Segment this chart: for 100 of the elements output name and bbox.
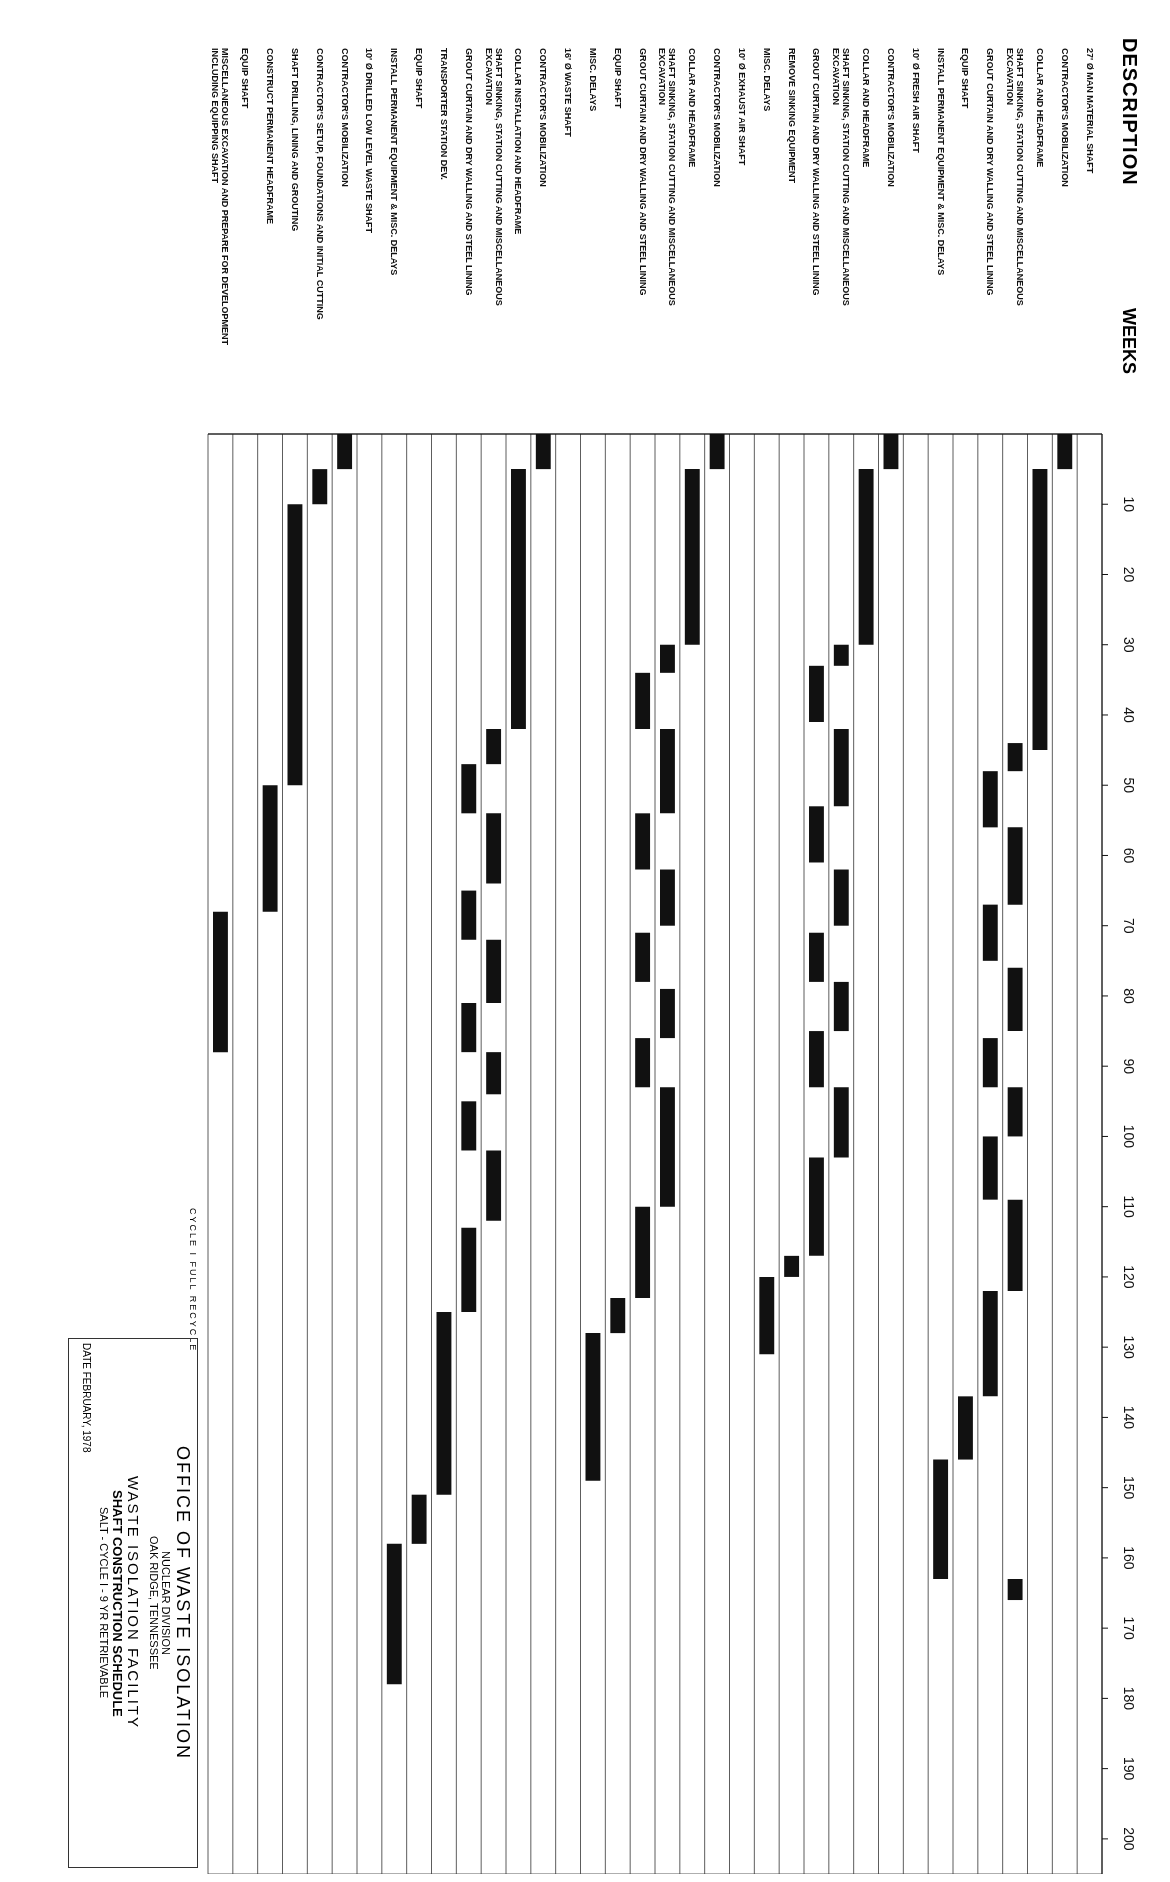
bar bbox=[982, 1038, 998, 1088]
bar bbox=[610, 1298, 626, 1334]
text: OFFICE OF WASTE ISOLATION bbox=[173, 1445, 193, 1760]
y-tick-label: 90 bbox=[1121, 1058, 1137, 1075]
bar bbox=[982, 1136, 998, 1200]
bar bbox=[486, 1150, 502, 1221]
y-tick-label: 110 bbox=[1121, 1195, 1137, 1219]
text: DESCRIPTION bbox=[1119, 38, 1141, 186]
x-tick-label: SHAFT DRILLING, LINING AND GROUTING bbox=[289, 48, 300, 232]
bar bbox=[312, 469, 328, 505]
bar bbox=[213, 911, 228, 1053]
y-tick-label: 80 bbox=[1121, 988, 1137, 1004]
y-tick-label: 40 bbox=[1121, 707, 1137, 723]
bar bbox=[809, 665, 824, 722]
bar bbox=[486, 729, 502, 765]
bar bbox=[660, 644, 675, 673]
bar bbox=[833, 981, 849, 1032]
x-tick-label: CONTRACTOR'S MOBILIZATION bbox=[339, 48, 350, 187]
bar bbox=[1007, 743, 1023, 772]
x-tick-label: EQUIP SHAFT bbox=[612, 48, 623, 109]
bar bbox=[1007, 1199, 1023, 1291]
y-tick-label: 140 bbox=[1121, 1405, 1137, 1430]
x-tick-label: 10' Ø EXHAUST AIR SHAFT bbox=[736, 48, 747, 166]
y-tick-label: 170 bbox=[1121, 1616, 1137, 1641]
bar bbox=[1007, 1578, 1023, 1601]
bar bbox=[262, 785, 278, 912]
bar bbox=[784, 1255, 800, 1277]
y-tick-label: 190 bbox=[1121, 1756, 1137, 1781]
bar bbox=[585, 1333, 601, 1481]
y-axis-title: WEEKS bbox=[1119, 308, 1139, 375]
x-tick-label: 10' Ø FRESH AIR SHAFT bbox=[910, 48, 921, 154]
x-tick-label: REMOVE SINKING EQUIPMENT bbox=[786, 48, 797, 184]
bar bbox=[809, 1031, 824, 1088]
x-tick-label: 27' Ø MAN MATERIAL SHAFT bbox=[1084, 48, 1095, 174]
x-tick-label: SHAFT SINKING, STATION CUTTING AND MISCELLANEOUS EXCAVATION bbox=[483, 48, 504, 306]
x-tick-label: 10' Ø DRILLED LOW LEVEL WASTE SHAFT bbox=[364, 48, 375, 234]
text: NUCLEAR DIVISION bbox=[160, 1551, 172, 1655]
bar bbox=[660, 869, 675, 926]
x-tick-label: EQUIP SHAFT bbox=[414, 48, 425, 109]
x-tick-label: MISCELLANEOUS EXCAVATION AND PREPARE FOR DEVELOPMENT INCLUDING EQUIPPING SHAFT bbox=[210, 48, 231, 346]
bar bbox=[759, 1276, 775, 1355]
x-tick-label: GROUT CURTAIN AND DRY WALLING AND STEEL LINING bbox=[637, 48, 648, 296]
y-tick-label: 10 bbox=[1121, 496, 1137, 513]
x-tick-label: CONTRACTOR'S MOBILIZATION bbox=[885, 48, 896, 187]
bar bbox=[958, 1396, 973, 1460]
bar bbox=[660, 988, 675, 1039]
x-tick-label: INSTALL PERMANENT EQUIPMENT & MISC. DELAYS bbox=[935, 48, 946, 276]
x-tick-label: MISC. DELAYS bbox=[587, 48, 598, 112]
bar bbox=[635, 1206, 651, 1298]
bar bbox=[833, 644, 849, 666]
bar bbox=[461, 890, 477, 940]
y-tick-label: 200 bbox=[1121, 1827, 1137, 1851]
bar bbox=[635, 932, 651, 982]
bar bbox=[486, 939, 502, 1003]
text: OAK RIDGE, TENNESSEE bbox=[148, 1536, 160, 1670]
y-tick-label: 30 bbox=[1121, 636, 1137, 653]
y-tick-label: 120 bbox=[1121, 1265, 1137, 1289]
bar bbox=[684, 469, 700, 645]
bar bbox=[461, 1002, 477, 1053]
x-tick-label: GROUT CURTAIN AND DRY WALLING AND STEEL LINING bbox=[811, 48, 822, 296]
bar bbox=[461, 1101, 477, 1151]
y-tick-label: 100 bbox=[1121, 1124, 1137, 1149]
bar bbox=[411, 1494, 427, 1544]
bar bbox=[833, 869, 849, 926]
bar bbox=[660, 1087, 675, 1207]
bar bbox=[461, 1227, 477, 1313]
x-tick-label: TRANSPORTER STATION DEV. bbox=[438, 48, 449, 180]
x-tick-label: MISC. DELAYS bbox=[761, 48, 772, 112]
text: DATE FEBRUARY, 1978 bbox=[81, 1343, 92, 1453]
bar bbox=[486, 813, 502, 884]
x-tick-label: CONTRACTOR'S MOBILIZATION bbox=[538, 48, 549, 187]
y-tick-label: 70 bbox=[1121, 917, 1137, 934]
bar bbox=[1032, 469, 1048, 751]
bar bbox=[386, 1543, 402, 1685]
bar bbox=[809, 806, 824, 863]
bar bbox=[833, 1087, 849, 1158]
bar bbox=[287, 504, 303, 786]
bar bbox=[1007, 827, 1023, 905]
x-tick-label: CONSTRUCT PERMANENT HEADFRAME bbox=[265, 48, 276, 224]
bar bbox=[1007, 1087, 1023, 1137]
y-tick-label: 130 bbox=[1121, 1335, 1137, 1360]
text: WASTE ISOLATION FACILITY bbox=[125, 1476, 142, 1730]
x-tick-label: COLLAR AND HEADFRAME bbox=[1034, 48, 1045, 168]
x-tick-label: COLLAR AND HEADFRAME bbox=[687, 48, 698, 168]
x-tick-label: SHAFT SINKING, STATION CUTTING AND MISCELLANEOUS EXCAVATION bbox=[657, 48, 678, 306]
bar bbox=[982, 1290, 998, 1397]
bar bbox=[461, 764, 477, 814]
y-tick-label: 160 bbox=[1121, 1546, 1137, 1570]
x-tick-label: COLLAR AND HEADFRAME bbox=[861, 48, 872, 168]
bar bbox=[858, 469, 874, 645]
bar bbox=[511, 469, 526, 730]
x-tick-label: EQUIP SHAFT bbox=[960, 48, 971, 109]
bar bbox=[809, 1157, 824, 1256]
bar bbox=[982, 771, 998, 828]
x-tick-label: CONTRACTOR'S SETUP, FOUNDATIONS AND INITIAL CUTTING bbox=[314, 48, 325, 320]
x-tick-label: GROUT CURTAIN AND DRY WALLING AND STEEL LINING bbox=[463, 48, 474, 296]
y-tick-label: 50 bbox=[1121, 777, 1137, 794]
x-tick-label: SHAFT SINKING, STATION CUTTING AND MISCELLANEOUS EXCAVATION bbox=[1005, 48, 1026, 306]
bar bbox=[933, 1459, 949, 1579]
bar bbox=[982, 904, 998, 961]
